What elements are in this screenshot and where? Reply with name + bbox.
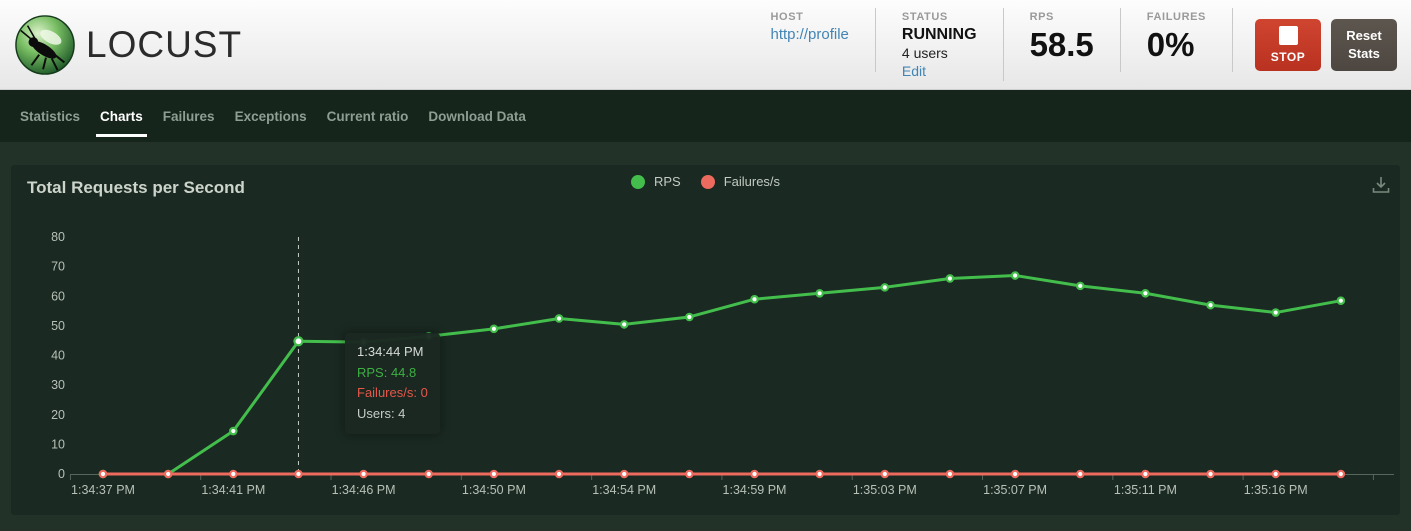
logo: LOCUST xyxy=(14,14,242,76)
x-axis-tick-label: 1:34:46 PM xyxy=(332,483,396,497)
status-user-count: 4 users xyxy=(902,45,977,61)
stop-icon xyxy=(1279,26,1298,45)
x-axis-tick-label: 1:35:07 PM xyxy=(983,483,1047,497)
chart-point[interactable] xyxy=(621,321,627,327)
chart-panel: Total Requests per Second RPSFailures/s … xyxy=(11,165,1400,515)
chart-point[interactable] xyxy=(751,296,757,302)
y-axis-tick-label: 40 xyxy=(51,349,65,363)
status-block: STATUS RUNNING 4 users Edit xyxy=(876,8,1004,81)
chart-point[interactable] xyxy=(816,290,822,296)
x-axis-tick-label: 1:34:41 PM xyxy=(201,483,265,497)
y-axis-tick-label: 80 xyxy=(51,230,65,244)
chart-point[interactable] xyxy=(947,275,953,281)
logo-text: LOCUST xyxy=(86,24,242,66)
host-label: HOST xyxy=(771,11,849,23)
chart-point[interactable] xyxy=(491,471,497,477)
reset-stats-button[interactable]: Reset Stats xyxy=(1331,19,1397,71)
tooltip-users: Users: 4 xyxy=(357,404,428,425)
chart-point[interactable] xyxy=(360,471,366,477)
x-axis-tick-label: 1:34:50 PM xyxy=(462,483,526,497)
rps-value: 58.5 xyxy=(1030,26,1094,64)
tooltip-failures: Failures/s: 0 xyxy=(357,383,428,404)
chart-point[interactable] xyxy=(1338,471,1344,477)
chart-point[interactable] xyxy=(1207,302,1213,308)
y-axis-tick-label: 10 xyxy=(51,437,65,451)
edit-users-link[interactable]: Edit xyxy=(902,63,926,79)
failures-block: FAILURES 0% xyxy=(1121,8,1233,72)
tab-download-data[interactable]: Download Data xyxy=(427,107,527,126)
x-axis-tick-label: 1:35:16 PM xyxy=(1244,483,1308,497)
chart-point[interactable] xyxy=(294,337,302,345)
status-label: STATUS xyxy=(902,11,977,23)
tab-charts[interactable]: Charts xyxy=(99,107,144,126)
chart-point[interactable] xyxy=(882,284,888,290)
tooltip-time: 1:34:44 PM xyxy=(357,342,428,363)
y-axis-tick-label: 70 xyxy=(51,260,65,274)
chart-point[interactable] xyxy=(816,471,822,477)
x-axis-tick-label: 1:34:54 PM xyxy=(592,483,656,497)
status-summary: HOST http://profile STATUS RUNNING 4 use… xyxy=(745,8,1234,81)
chart-point[interactable] xyxy=(1142,290,1148,296)
host-block: HOST http://profile xyxy=(745,8,876,72)
y-axis-tick-label: 0 xyxy=(58,467,65,481)
y-axis-tick-label: 20 xyxy=(51,408,65,422)
chart-point[interactable] xyxy=(1273,309,1279,315)
tab-current-ratio[interactable]: Current ratio xyxy=(326,107,410,126)
chart-point[interactable] xyxy=(1338,297,1344,303)
failures-label: FAILURES xyxy=(1147,11,1206,23)
chart-point[interactable] xyxy=(230,471,236,477)
y-axis-tick-label: 30 xyxy=(51,378,65,392)
tooltip-rps: RPS: 44.8 xyxy=(357,363,428,384)
chart-point[interactable] xyxy=(556,315,562,321)
failures-value: 0% xyxy=(1147,26,1206,64)
main-nav: Statistics Charts Failures Exceptions Curren… xyxy=(0,90,1411,142)
chart-point[interactable] xyxy=(1012,272,1018,278)
locust-logo-icon xyxy=(14,14,76,76)
chart-point[interactable] xyxy=(1273,471,1279,477)
y-axis-tick-label: 50 xyxy=(51,319,65,333)
y-axis-tick-label: 60 xyxy=(51,289,65,303)
rps-block: RPS 58.5 xyxy=(1004,8,1121,72)
x-axis-tick-label: 1:34:37 PM xyxy=(71,483,135,497)
chart-point[interactable] xyxy=(882,471,888,477)
chart-point[interactable] xyxy=(751,471,757,477)
chart-point[interactable] xyxy=(556,471,562,477)
chart-point[interactable] xyxy=(491,326,497,332)
tab-exceptions[interactable]: Exceptions xyxy=(234,107,308,126)
chart-point[interactable] xyxy=(947,471,953,477)
chart-point[interactable] xyxy=(1142,471,1148,477)
rps-label: RPS xyxy=(1030,11,1094,23)
tab-failures[interactable]: Failures xyxy=(162,107,216,126)
app-header: LOCUST HOST http://profile STATUS RUNNIN… xyxy=(0,0,1411,90)
tab-statistics[interactable]: Statistics xyxy=(19,107,81,126)
host-link[interactable]: http://profile xyxy=(771,26,849,43)
rps-line xyxy=(103,276,1341,474)
chart-point[interactable] xyxy=(1207,471,1213,477)
x-axis-tick-label: 1:35:11 PM xyxy=(1114,483,1177,497)
stop-button-label: STOP xyxy=(1271,50,1305,64)
chart-point[interactable] xyxy=(1077,471,1083,477)
chart-point[interactable] xyxy=(686,314,692,320)
chart-point[interactable] xyxy=(1077,283,1083,289)
status-value: RUNNING xyxy=(902,26,977,44)
chart-point[interactable] xyxy=(295,471,301,477)
chart-tooltip: 1:34:44 PM RPS: 44.8 Failures/s: 0 Users… xyxy=(345,333,440,434)
chart-point[interactable] xyxy=(165,471,171,477)
chart-point[interactable] xyxy=(426,471,432,477)
main-content: Total Requests per Second RPSFailures/s … xyxy=(0,142,1411,531)
chart-point[interactable] xyxy=(230,428,236,434)
rps-line-chart: 0 10 20 30 40 50 60 70 80 1:34:37 PM 1:34:41 PM 1:3… xyxy=(11,165,1400,515)
chart-point[interactable] xyxy=(686,471,692,477)
chart-point[interactable] xyxy=(100,471,106,477)
x-axis-tick-label: 1:35:03 PM xyxy=(853,483,917,497)
chart-point[interactable] xyxy=(1012,471,1018,477)
stop-button[interactable]: STOP xyxy=(1255,19,1321,71)
x-axis-tick-label: 1:34:59 PM xyxy=(723,483,787,497)
chart-point[interactable] xyxy=(621,471,627,477)
